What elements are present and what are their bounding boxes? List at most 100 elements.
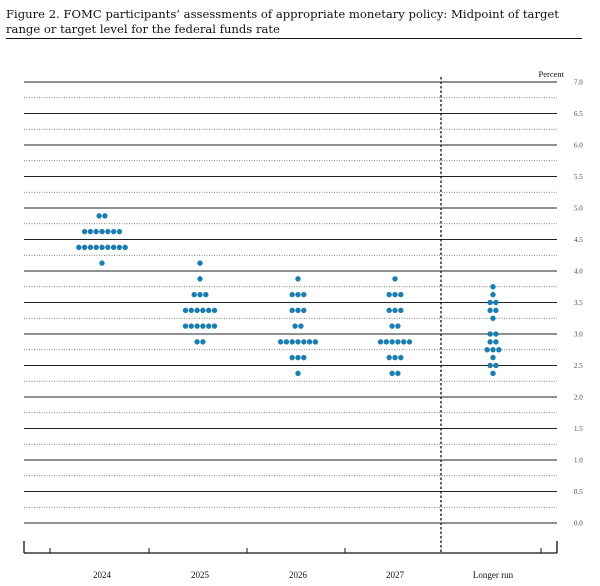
y-tick-label: 2.5 (574, 362, 583, 370)
dot (292, 323, 298, 329)
dot (200, 323, 206, 329)
dot (81, 228, 88, 235)
dot (206, 323, 212, 329)
dot (289, 291, 295, 298)
x-tick-label: Longer run (473, 570, 514, 580)
dot (487, 299, 493, 306)
dot (289, 354, 295, 361)
x-axis (23, 541, 558, 554)
y-axis-label: Percent (539, 69, 565, 79)
y-tick-label: 5.5 (574, 173, 583, 181)
figure-caption: Figure 2. FOMC participants’ assessments… (6, 7, 559, 36)
dot (493, 339, 499, 345)
y-tick-label: 0.5 (574, 488, 583, 496)
dot (105, 228, 111, 235)
dot (301, 291, 307, 298)
dot (487, 339, 493, 345)
x-tick-label: 2024 (93, 570, 112, 580)
dot (99, 244, 105, 251)
dot (392, 276, 398, 282)
dot (289, 339, 295, 345)
dot (197, 260, 203, 266)
dot (389, 370, 395, 377)
dot (484, 347, 490, 353)
dot (211, 307, 218, 314)
dot (295, 291, 301, 298)
y-tick-label: 1.5 (574, 425, 583, 433)
dot (110, 228, 117, 235)
dot (493, 331, 499, 337)
dot (182, 323, 189, 329)
dot (194, 307, 200, 314)
dot (487, 331, 493, 337)
dot (182, 307, 189, 314)
dot (211, 323, 218, 329)
dot (490, 370, 496, 377)
dot (87, 244, 94, 251)
dot (392, 291, 398, 298)
dot (99, 228, 105, 235)
dot (200, 339, 206, 345)
dot (301, 339, 307, 345)
dot (398, 354, 404, 361)
x-tick-label: 2025 (191, 570, 210, 580)
dot (377, 339, 384, 345)
dot (490, 347, 496, 353)
dot (283, 339, 290, 345)
dot (301, 307, 307, 314)
dot (295, 354, 301, 361)
dot (386, 291, 392, 298)
dot (122, 244, 128, 251)
y-tick-label: 1.0 (574, 457, 583, 465)
dot (490, 284, 496, 290)
dot (298, 323, 304, 329)
x-tick-label: 2027 (386, 570, 405, 580)
y-tick-labels: 0.0 0.5 1.0 1.5 2.0 2.5 3.0 3.5 4.0 4.5 5.0 5.5 6.0 6… (574, 79, 583, 528)
dot (392, 307, 398, 314)
dot (487, 307, 493, 314)
dots-layer (76, 213, 502, 377)
dot (76, 244, 82, 251)
y-tick-label: 6.5 (574, 110, 583, 118)
dot (487, 362, 493, 369)
dot (395, 370, 401, 377)
dot (389, 339, 395, 345)
dot (191, 291, 197, 298)
dot (116, 228, 123, 235)
y-tick-label: 0.0 (574, 520, 583, 528)
y-tick-label: 4.0 (574, 268, 583, 276)
dot (490, 291, 496, 298)
caption-rule (6, 38, 582, 39)
dot (295, 276, 301, 282)
dot (395, 323, 401, 329)
dot (194, 339, 200, 345)
dot (206, 307, 212, 314)
dot (398, 307, 404, 314)
dot (203, 291, 209, 298)
dot (395, 339, 401, 345)
dot (306, 339, 313, 345)
dot (99, 260, 105, 266)
dot (398, 291, 404, 298)
dot (389, 323, 395, 329)
dot (200, 307, 206, 314)
dot (81, 244, 88, 251)
dot (116, 244, 123, 251)
dot (295, 307, 301, 314)
dot (93, 228, 99, 235)
grid-lines (24, 81, 557, 524)
dot (490, 354, 496, 361)
dot (392, 354, 398, 361)
y-tick-label: 3.0 (574, 331, 583, 339)
dot (301, 354, 307, 361)
dot (93, 244, 99, 251)
x-tick-labels: 2024 2025 2026 2027 Longer run (93, 570, 514, 580)
dot (493, 362, 499, 369)
dot (188, 307, 194, 314)
dot (197, 276, 203, 282)
dot (406, 339, 413, 345)
y-tick-label: 3.5 (574, 299, 583, 307)
dot (87, 228, 94, 235)
dot (383, 339, 389, 345)
